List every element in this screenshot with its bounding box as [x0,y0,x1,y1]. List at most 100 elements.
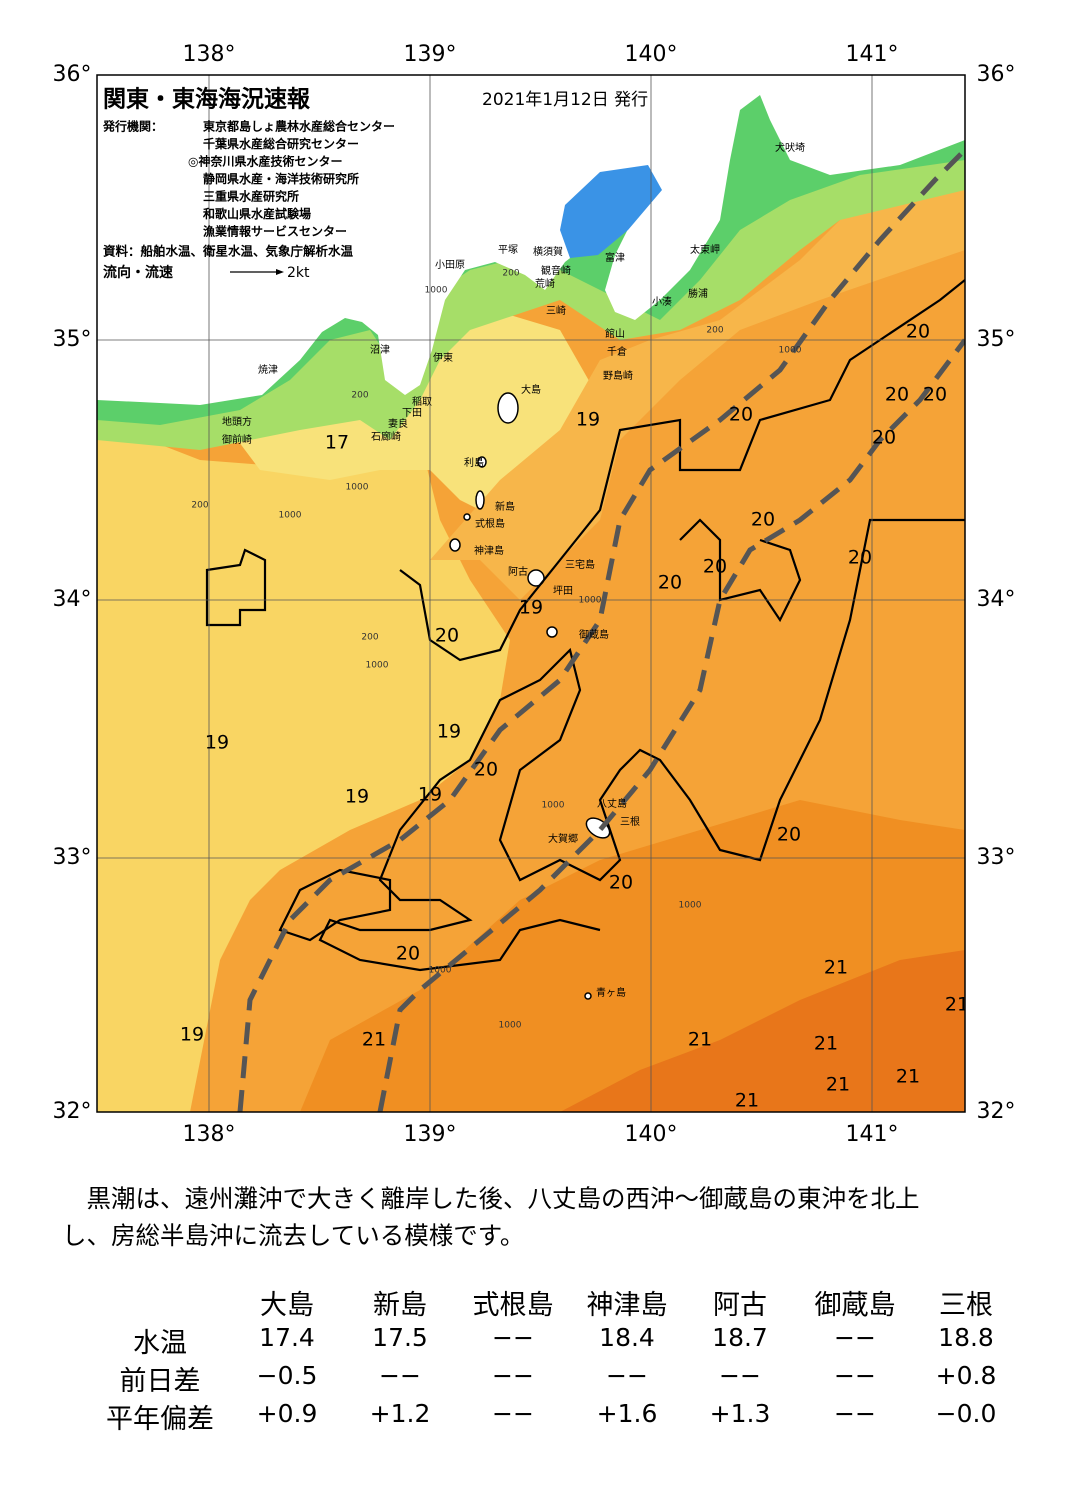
sea-warmest [560,950,965,1112]
isotherm-label: 21 [896,1066,920,1088]
depth-label: 1000 [346,483,369,493]
isotherm-label: 20 [474,759,498,781]
row-label: 水温 [133,1328,187,1359]
table-cell: −− [492,1361,534,1390]
place-label: 平塚 [498,244,518,256]
island [475,490,485,510]
place-label: 犬吠埼 [775,141,805,154]
isotherm-20 [205,279,965,972]
table-header: 三根 [939,1290,993,1321]
isotherm-label: 20 [658,572,682,594]
depth-label: 1000 [429,966,452,976]
publisher: 千葉県水産総合研究センター [203,136,359,151]
table-cell: 17.4 [259,1323,315,1352]
place-label: 妻良 [388,417,408,430]
lon-tick-label: 139° [404,1122,457,1147]
lat-tick-label: 35° [53,327,92,352]
place-label: 荒崎 [535,277,555,290]
place-label: 千倉 [607,345,627,358]
isotherm-label: 19 [180,1024,204,1046]
lat-tick-label: 34° [53,587,92,612]
place-label: 焼津 [258,364,278,376]
map-frame [96,74,966,1113]
table-header: 新島 [373,1290,427,1321]
place-label: 横須賀 [533,245,563,258]
place-label: 観音崎 [541,264,571,277]
table-header: 大島 [260,1290,314,1321]
sea-cool [97,420,510,1112]
tokyo-bay [560,165,662,258]
place-label: 式根島 [475,517,505,530]
place-label: 利島 [464,456,484,469]
table-cell: −− [719,1361,761,1390]
place-label: 三宅島 [565,558,595,571]
depth-label: 1000 [279,511,302,521]
table-cell: 18.8 [938,1323,994,1352]
place-label: 小田原 [435,259,465,271]
lon-tick-label: 141° [846,42,899,67]
isotherm-label: 21 [362,1029,386,1051]
depth-label: 1000 [542,801,565,811]
contour [679,518,802,623]
isotherm-label: 21 [824,957,848,979]
row-label: 平年偏差 [106,1404,214,1435]
lon-tick-label: 139° [404,42,457,67]
island [497,392,519,424]
flow-legend-label: 流向・流速 [103,264,173,281]
isotherm-label: 21 [814,1033,838,1055]
table-cell: −0.5 [256,1361,318,1390]
flow-legend-unit: 2kt [287,265,310,281]
isotherm-label: 20 [729,404,753,426]
map-title: 関東・東海海況速報 [103,86,311,113]
isotherm-label: 19 [418,784,442,806]
isotherm-label: 21 [735,1090,759,1112]
axis-labels: 138° 138° 139° 139° 140° 140° 141° 141° 36° 36° 35… [53,42,1016,1147]
contour [399,279,965,662]
depth-label: 1000 [679,901,702,911]
place-label: 八丈島 [597,797,627,810]
place-label: 太東岬 [690,243,720,256]
table-cell: −− [492,1323,534,1352]
place-label: 御前崎 [222,433,252,446]
place-label: 御蔵島 [579,628,609,641]
isotherm-label: 20 [872,427,896,449]
isotherm-label: 20 [435,625,459,647]
place-label: 館山 [605,327,625,340]
isotherm-label: 19 [576,409,600,431]
table-header: 神津島 [586,1290,668,1321]
isotherm-label: 20 [396,943,420,965]
depth-label: 1000 [779,346,802,356]
place-label: 富津 [605,251,625,264]
summary-line: 黒潮は、遠州灘沖で大きく離岸した後、八丈島の西沖～御蔵島の東沖を北上 [62,1184,920,1213]
isotherm-label: 17 [325,432,349,454]
place-label: 大島 [521,383,541,396]
place-label: 勝浦 [688,287,708,300]
island [449,538,461,552]
island [584,992,592,1000]
table-cell: +1.6 [596,1399,658,1428]
lat-tick-label: 35° [977,327,1016,352]
publisher: 東京都島しょ農林水産総合センター [203,119,395,134]
isotherm-label: 20 [885,384,909,406]
grid [97,75,965,1112]
place-label: 新島 [495,500,515,513]
lat-tick-label: 36° [53,62,92,87]
publisher: ◎神奈川県水産技術センター [188,154,342,169]
table-cell: 17.5 [372,1323,428,1352]
table-cell: −− [834,1361,876,1390]
sea-coolest [230,300,600,520]
summary: 黒潮は、遠州灘沖で大きく離岸した後、八丈島の西沖～御蔵島の東沖を北上 し、房総半島… [62,1180,920,1254]
lon-tick-label: 140° [625,42,678,67]
depth-label: 200 [351,391,368,401]
place-label: 三崎 [546,304,566,317]
summary-line: し、房総半島沖に流去している模様です。 [62,1221,525,1250]
depth-label: 200 [191,501,208,511]
lat-tick-label: 33° [53,845,92,870]
isotherm-label: 19 [205,732,229,754]
publisher: 三重県水産研究所 [203,189,299,204]
table-cell: 18.7 [712,1323,768,1352]
place-label: 青ヶ島 [596,986,626,999]
land [97,75,965,405]
